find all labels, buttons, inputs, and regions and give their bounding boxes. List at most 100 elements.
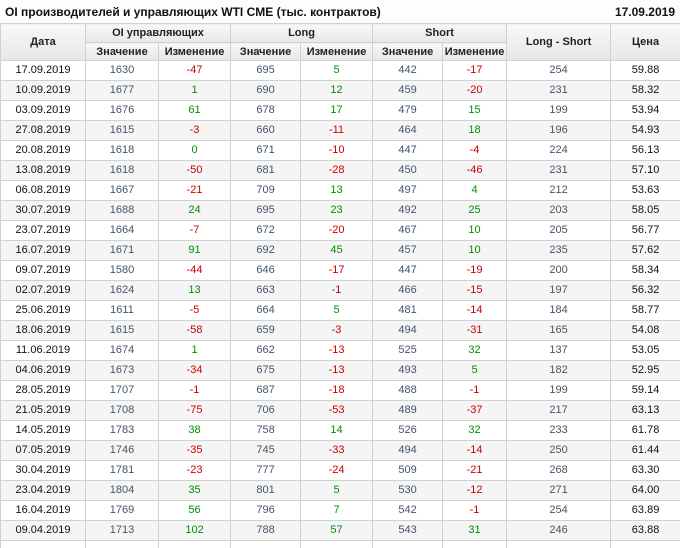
price-cell: 63.30 [610, 460, 680, 481]
col-header-price: Цена [610, 23, 680, 61]
price-cell: 53.05 [610, 340, 680, 361]
table-row: 03.09.2019 1676 61 678 17 479 15 199 53.94 [0, 100, 680, 121]
change-cell: -12 [442, 480, 508, 501]
value-cell: 663 [230, 280, 302, 301]
value-cell: 1688 [85, 200, 159, 221]
value-cell: 758 [230, 420, 302, 441]
price-cell: 58.32 [610, 80, 680, 101]
table-row: 07.05.2019 1746 -35 745 -33 494 -14 250 61.44 [0, 440, 680, 461]
change-cell: -11 [300, 120, 374, 141]
value-cell: 646 [230, 260, 302, 281]
net-cell: 200 [506, 260, 612, 281]
col-header-short-group: Short [372, 23, 508, 43]
change-cell: -14 [442, 300, 508, 321]
date-cell: 16.07.2019 [0, 240, 86, 261]
col-header-net: Long - Short [506, 23, 612, 61]
net-cell: 199 [506, 100, 612, 121]
change-cell: 102 [157, 520, 232, 541]
table-row [0, 540, 680, 548]
date-cell: 09.04.2019 [0, 520, 86, 541]
oi-table: Дата OI управляющих Long Short Long - Sh… [0, 23, 680, 548]
value-cell: 706 [230, 400, 302, 421]
change-cell: -15 [442, 280, 508, 301]
col-header-long-value: Значение [230, 42, 302, 61]
change-cell: 0 [157, 140, 232, 161]
value-cell: 450 [372, 160, 444, 181]
value-cell: 1713 [85, 520, 159, 541]
value-cell: 543 [372, 520, 444, 541]
change-cell: 91 [157, 240, 232, 261]
change-cell: 1 [157, 80, 232, 101]
net-cell: 246 [506, 520, 612, 541]
table-row: 02.07.2019 1624 13 663 -1 466 -15 197 56.32 [0, 280, 680, 301]
change-cell: 56 [157, 500, 232, 521]
date-cell: 23.04.2019 [0, 480, 86, 501]
change-cell: -58 [157, 320, 232, 341]
net-cell: 165 [506, 320, 612, 341]
value-cell: 709 [230, 180, 302, 201]
change-cell: 45 [300, 240, 374, 261]
value-cell: 481 [372, 300, 444, 321]
table-row: 28.05.2019 1707 -1 687 -18 488 -1 199 59.14 [0, 380, 680, 401]
table-row: 25.06.2019 1611 -5 664 5 481 -14 184 58.77 [0, 300, 680, 321]
value-cell: 745 [230, 440, 302, 461]
change-cell: -31 [442, 320, 508, 341]
net-cell: 235 [506, 240, 612, 261]
price-cell: 59.14 [610, 380, 680, 401]
date-cell: 25.06.2019 [0, 300, 86, 321]
change-cell: 13 [300, 180, 374, 201]
net-cell: 271 [506, 480, 612, 501]
table-row: 20.08.2019 1618 0 671 -10 447 -4 224 56.13 [0, 140, 680, 161]
change-cell: -53 [300, 400, 374, 421]
price-cell: 59.88 [610, 60, 680, 81]
value-cell: 526 [372, 420, 444, 441]
table-row: 30.07.2019 1688 24 695 23 492 25 203 58.05 [0, 200, 680, 221]
value-cell [85, 540, 159, 548]
value-cell: 447 [372, 260, 444, 281]
net-cell: 231 [506, 80, 612, 101]
value-cell: 1781 [85, 460, 159, 481]
col-header-long-group: Long [230, 23, 374, 43]
col-header-long-change: Изменение [300, 42, 374, 61]
price-cell: 56.77 [610, 220, 680, 241]
value-cell: 457 [372, 240, 444, 261]
change-cell: 32 [442, 420, 508, 441]
value-cell: 493 [372, 360, 444, 381]
value-cell: 447 [372, 140, 444, 161]
change-cell [157, 540, 232, 548]
date-cell: 13.08.2019 [0, 160, 86, 181]
net-cell: 254 [506, 500, 612, 521]
change-cell: 4 [442, 180, 508, 201]
change-cell: 13 [157, 280, 232, 301]
price-cell [610, 540, 680, 548]
change-cell: 23 [300, 200, 374, 221]
net-cell: 205 [506, 220, 612, 241]
value-cell: 1664 [85, 220, 159, 241]
table-row: 09.04.2019 1713 102 788 57 543 31 246 63.88 [0, 520, 680, 541]
col-header-oi-change: Изменение [157, 42, 232, 61]
change-cell: -13 [300, 360, 374, 381]
change-cell: -13 [300, 340, 374, 361]
change-cell: -3 [157, 120, 232, 141]
change-cell: -4 [442, 140, 508, 161]
value-cell: 1707 [85, 380, 159, 401]
table-row: 09.07.2019 1580 -44 646 -17 447 -19 200 58.34 [0, 260, 680, 281]
value-cell: 494 [372, 320, 444, 341]
net-cell: 224 [506, 140, 612, 161]
date-cell: 30.07.2019 [0, 200, 86, 221]
change-cell: 35 [157, 480, 232, 501]
change-cell: -1 [300, 280, 374, 301]
net-cell: 233 [506, 420, 612, 441]
date-cell: 18.06.2019 [0, 320, 86, 341]
price-cell: 52.95 [610, 360, 680, 381]
date-cell: 09.07.2019 [0, 260, 86, 281]
value-cell: 1769 [85, 500, 159, 521]
value-cell: 459 [372, 80, 444, 101]
value-cell: 695 [230, 60, 302, 81]
value-cell [372, 540, 444, 548]
net-cell: 182 [506, 360, 612, 381]
change-cell: 5 [300, 60, 374, 81]
net-cell: 217 [506, 400, 612, 421]
value-cell: 497 [372, 180, 444, 201]
value-cell: 1630 [85, 60, 159, 81]
